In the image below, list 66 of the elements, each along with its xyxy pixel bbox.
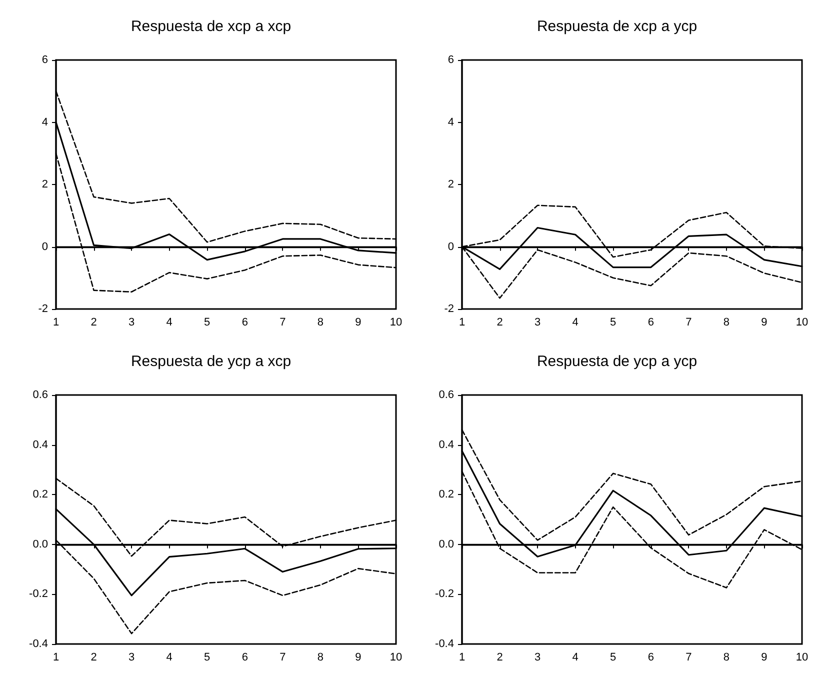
- x-tick-label: 5: [204, 316, 210, 328]
- x-tick-label: 3: [128, 316, 135, 328]
- y-tick-label: 6: [448, 54, 454, 66]
- x-tick-label: 8: [723, 652, 730, 664]
- y-tick-label: -0.4: [29, 638, 48, 650]
- x-tick-label: 1: [458, 652, 466, 664]
- x-tick-label: 8: [317, 652, 324, 664]
- y-tick-label: -0.2: [29, 588, 48, 600]
- chart-title: Respuesta de ycp a xcp: [130, 353, 292, 370]
- x-tick-label: 1: [458, 316, 466, 328]
- x-tick-label: 4: [166, 316, 172, 328]
- x-tick-label: 6: [242, 316, 248, 328]
- x-tick-label: 3: [534, 652, 541, 664]
- x-tick-label: 2: [90, 316, 97, 328]
- x-tick-label: 4: [572, 316, 578, 328]
- y-tick-label: 0.6: [32, 389, 48, 401]
- x-tick-label: 3: [534, 316, 541, 328]
- y-tick-label: 4: [448, 116, 454, 128]
- y-tick-label: 0.0: [438, 538, 454, 550]
- x-tick-label: 7: [686, 316, 692, 328]
- y-tick-label: 0: [42, 240, 48, 253]
- x-tick-label: 2: [496, 652, 503, 664]
- y-tick-label: 0.2: [32, 488, 48, 501]
- x-tick-label: 5: [610, 652, 616, 664]
- y-tick-label: 0.4: [438, 438, 454, 451]
- y-tick-label: 6: [42, 54, 48, 66]
- x-tick-label: 4: [166, 652, 172, 664]
- y-tick-label: 0.6: [438, 389, 454, 401]
- x-tick-label: 6: [648, 652, 654, 664]
- x-tick-label: 10: [796, 652, 808, 664]
- y-tick-label: -2: [38, 303, 48, 315]
- x-tick-label: 8: [723, 316, 730, 328]
- x-tick-label: 9: [761, 652, 768, 664]
- x-tick-label: 10: [796, 316, 808, 328]
- x-tick-label: 5: [610, 316, 616, 328]
- x-tick-label: 1: [52, 316, 60, 328]
- y-tick-label: 2: [448, 178, 454, 190]
- x-tick-label: 8: [317, 316, 324, 328]
- x-tick-label: 7: [280, 316, 286, 328]
- y-tick-label: -0.4: [435, 638, 454, 650]
- x-tick-label: 10: [390, 316, 402, 328]
- x-tick-label: 5: [204, 652, 210, 664]
- x-tick-label: 6: [242, 652, 248, 664]
- x-tick-label: 1: [52, 652, 60, 664]
- x-tick-label: 7: [280, 652, 286, 664]
- y-tick-label: -0.2: [435, 588, 454, 600]
- x-tick-label: 9: [355, 652, 362, 664]
- chart-title: Respuesta de xcp a ycp: [536, 18, 698, 35]
- x-tick-label: 6: [648, 316, 654, 328]
- y-tick-label: 4: [42, 116, 48, 128]
- chart-title: Respuesta de ycp a ycp: [536, 353, 698, 370]
- x-tick-label: 2: [496, 316, 503, 328]
- x-tick-label: 4: [572, 652, 578, 664]
- x-tick-label: 7: [686, 652, 692, 664]
- x-tick-label: 10: [390, 652, 402, 664]
- chart-title: Respuesta de xcp a xcp: [130, 18, 292, 35]
- y-tick-label: -2: [444, 303, 454, 315]
- y-tick-label: 0.0: [32, 538, 48, 550]
- y-tick-label: 0.4: [32, 438, 48, 451]
- y-tick-label: 2: [42, 178, 48, 190]
- x-tick-label: 9: [761, 316, 768, 328]
- y-tick-label: 0: [448, 240, 454, 253]
- x-tick-label: 3: [128, 652, 135, 664]
- y-tick-label: 0.2: [438, 488, 454, 501]
- x-tick-label: 9: [355, 316, 362, 328]
- x-tick-label: 2: [90, 652, 97, 664]
